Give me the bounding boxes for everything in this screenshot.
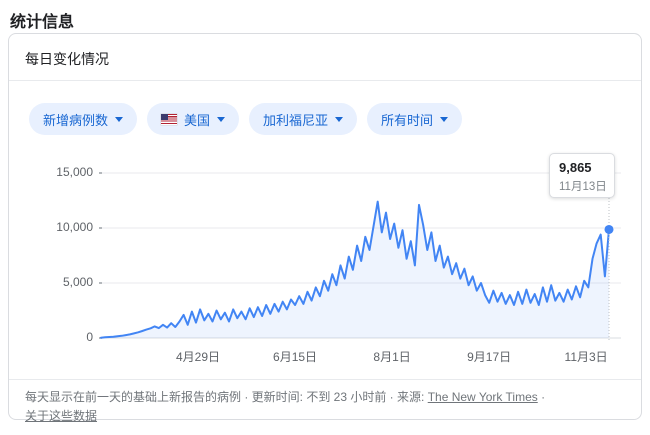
daily-cases-chart[interactable]: 0 5,000 10,000 15,000 4月29日 6月15日 8月1日 9月17日 11…	[9, 136, 641, 364]
tooltip-value: 9,865	[559, 160, 592, 175]
x-axis-label: 8月1日	[373, 350, 411, 364]
last-point-dot	[604, 224, 614, 234]
chart-tooltip: 9,865 11月13日	[549, 153, 615, 198]
time-range-filter-dropdown[interactable]: 所有时间	[367, 103, 463, 135]
filters-row: 新增病例数 美国 加利福尼亚 所有时间	[29, 103, 463, 135]
x-axis-label: 11月3日	[564, 350, 608, 364]
x-axis-label: 9月17日	[467, 350, 512, 364]
y-axis-label: 5,000	[62, 275, 93, 289]
chart-line	[100, 200, 610, 339]
chart-plot	[99, 172, 621, 342]
x-axis-label: 4月29日	[176, 350, 221, 364]
y-axis-label: 0	[86, 330, 93, 344]
country-filter-dropdown[interactable]: 美国	[147, 103, 240, 135]
metric-filter-label: 新增病例数	[43, 112, 109, 128]
card-title: 每日变化情况	[25, 51, 109, 67]
country-filter-label: 美国	[184, 112, 211, 128]
about-data-link[interactable]: 关于这些数据	[25, 408, 98, 423]
page-title: 统计信息	[10, 14, 75, 31]
card-footer: 每天显示在前一天的基础上新报告的病例 · 更新时间: 不到 23 小时前 · 来…	[9, 379, 641, 435]
footer-text: 每天显示在前一天的基础上新报告的病例 · 更新时间: 不到 23 小时前 · 来…	[25, 390, 425, 404]
card-header: 每日变化情况	[9, 34, 641, 81]
time-range-filter-label: 所有时间	[381, 112, 434, 128]
region-filter-dropdown[interactable]: 加利福尼亚	[249, 103, 358, 135]
us-flag-icon	[161, 113, 178, 125]
chart-area-fill	[101, 201, 609, 338]
chevron-down-icon	[335, 117, 344, 122]
chevron-down-icon	[115, 117, 124, 122]
y-axis-label: 15,000	[56, 165, 93, 179]
tooltip-date: 11月13日	[559, 181, 607, 193]
region-filter-label: 加利福尼亚	[263, 112, 329, 128]
metric-filter-dropdown[interactable]: 新增病例数	[29, 103, 138, 135]
footer-separator: ·	[541, 390, 546, 404]
source-link[interactable]: The New York Times	[427, 390, 538, 404]
x-axis-label: 6月15日	[273, 350, 318, 364]
chevron-down-icon	[440, 117, 449, 122]
chevron-down-icon	[217, 117, 226, 122]
y-axis-label: 10,000	[56, 220, 93, 234]
stats-card: 每日变化情况 新增病例数 美国 加利福尼亚 所有时间 0 5,000 10,000 1…	[8, 33, 642, 423]
